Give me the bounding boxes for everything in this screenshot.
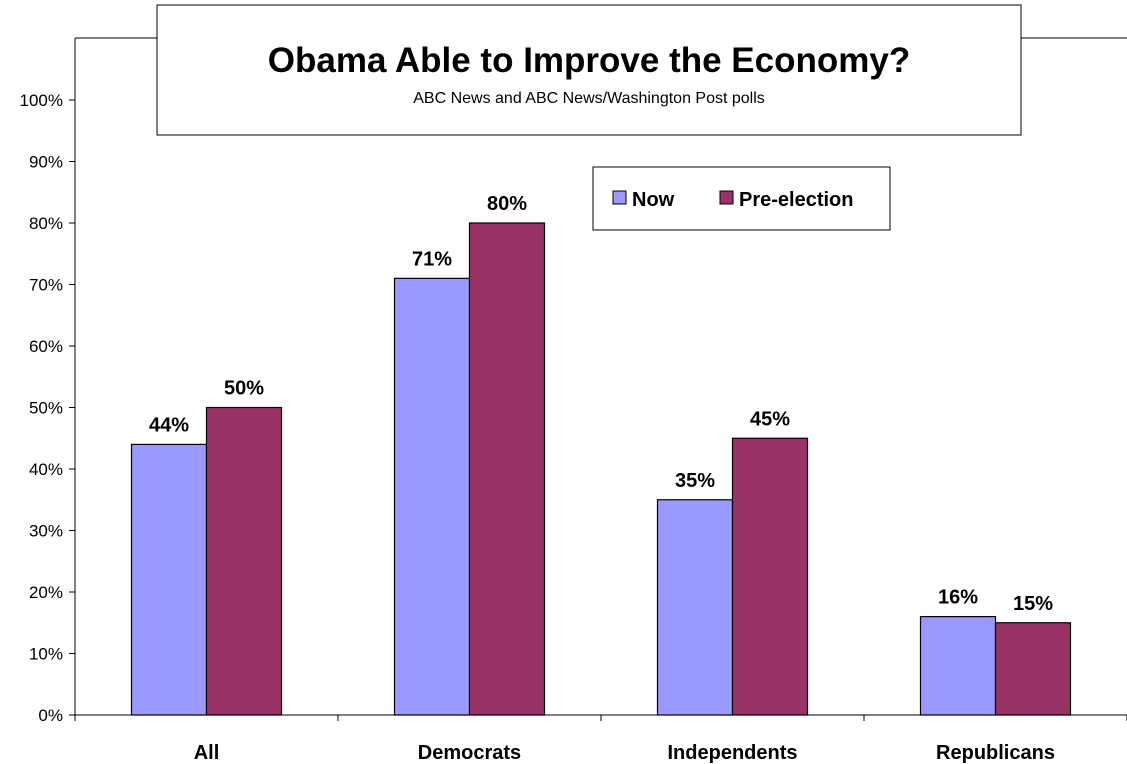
legend-swatch-now xyxy=(612,190,627,205)
chart-title: Obama Able to Improve the Economy? xyxy=(268,41,910,80)
y-tick-label: 50% xyxy=(29,399,63,418)
bar-value-label: 50% xyxy=(224,378,264,400)
y-tick-label: 70% xyxy=(29,276,63,295)
title-box: Obama Able to Improve the Economy? ABC N… xyxy=(156,4,1022,136)
category-label: Republicans xyxy=(936,742,1055,764)
bar-now xyxy=(656,499,734,716)
y-tick-label: 10% xyxy=(29,645,63,664)
y-tick-label: 30% xyxy=(29,522,63,541)
legend-label-pre-election: Pre-election xyxy=(739,189,853,211)
y-tick-label: 90% xyxy=(29,153,63,172)
category-labels: All Democrats Independents Republicans xyxy=(194,742,1055,764)
legend: Now Pre-election xyxy=(592,166,891,231)
y-tick-label: 60% xyxy=(29,337,63,356)
bar-pre-election xyxy=(205,406,283,716)
category-label: All xyxy=(194,742,220,764)
chart-subtitle: ABC News and ABC News/Washington Post po… xyxy=(413,90,765,107)
y-tick-label: 0% xyxy=(38,706,63,725)
bar-value-label: 44% xyxy=(149,414,189,436)
bar-pre-election xyxy=(468,222,546,716)
legend-swatch-pre-election xyxy=(719,190,734,205)
y-axis-ticks: 0% 10% 20% 30% 40% 50% 60% 70% 80% 90% 100% xyxy=(20,91,75,725)
bar-now xyxy=(130,443,208,716)
bar-value-labels: 44% 50% 71% 80% 35% 45% 16% 15% xyxy=(149,193,1053,615)
category-label: Independents xyxy=(667,742,797,764)
bar-now xyxy=(919,615,997,716)
bar-value-label: 35% xyxy=(675,470,715,492)
bar-value-label: 80% xyxy=(487,193,527,215)
bar-value-label: 45% xyxy=(750,408,790,430)
y-tick-label: 80% xyxy=(29,214,63,233)
category-label: Democrats xyxy=(418,742,521,764)
bar-pre-election xyxy=(994,622,1072,716)
legend-label-now: Now xyxy=(632,189,675,211)
y-tick-label: 20% xyxy=(29,583,63,602)
y-tick-label: 100% xyxy=(20,91,63,110)
bar-value-label: 15% xyxy=(1013,593,1053,615)
bars xyxy=(130,222,1072,716)
bar-value-label: 71% xyxy=(412,248,452,270)
bar-value-label: 16% xyxy=(938,587,978,609)
bar-now xyxy=(393,277,471,716)
x-axis-ticks xyxy=(74,715,1127,721)
y-tick-label: 40% xyxy=(29,460,63,479)
bar-pre-election xyxy=(731,437,809,716)
